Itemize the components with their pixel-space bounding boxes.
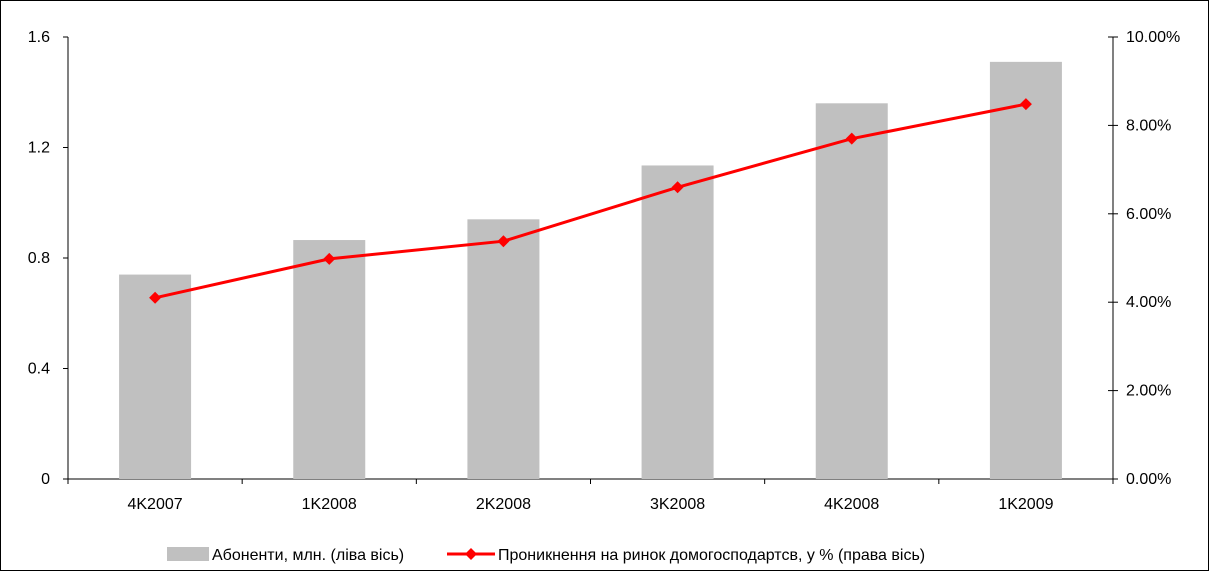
line-point-marker [149,291,162,304]
x-axis-tick-label: 3K2008 [650,496,705,513]
legend: Абоненти, млн. (ліва вісь) Проникнення н… [167,547,925,564]
line-point-marker [1019,98,1032,111]
x-axis-tick-label: 1K2009 [998,496,1053,513]
line-point-marker [845,132,858,145]
right-axis-tick-label: 2.00% [1126,383,1171,400]
line-point-marker [671,181,684,194]
bar [815,103,888,480]
left-y-axis: 0 0.4 0.8 1.2 1.6 [28,29,69,488]
left-axis-tick-label: 0.4 [28,361,50,378]
bar [989,61,1062,480]
line-series [149,98,1032,304]
right-y-axis: 0.00% 2.00% 4.00% 6.00% 8.00% 10.00% [1108,29,1180,488]
left-axis-tick-label: 0.8 [28,250,50,267]
line-point-marker [323,252,336,265]
x-axis-tick-label: 2K2008 [476,496,531,513]
x-axis-tick-label: 4K2008 [824,496,879,513]
right-axis-tick-label: 4.00% [1126,294,1171,311]
bar [467,219,540,479]
legend-bar-swatch [167,547,209,561]
right-axis-tick-label: 6.00% [1126,206,1171,223]
line-point-marker [497,235,510,248]
x-axis: 4K2007 1K2008 2K2008 3K2008 4K2008 1K2009 [67,478,1114,513]
right-axis-tick-label: 0.00% [1126,471,1171,488]
left-axis-tick-label: 0 [41,471,50,488]
left-axis-tick-label: 1.2 [28,140,50,157]
bar-series [119,61,1062,480]
series-line [154,102,1027,300]
right-axis-tick-label: 10.00% [1126,29,1180,46]
bar [641,165,714,480]
right-axis-tick-label: 8.00% [1126,117,1171,134]
legend-bar-label: Абоненти, млн. (ліва вісь) [212,547,404,564]
bar [293,240,366,479]
left-axis-tick-label: 1.6 [28,29,50,46]
legend-line-marker [465,548,477,560]
x-axis-tick-label: 1K2008 [302,496,357,513]
x-axis-tick-label: 4K2007 [127,496,182,513]
legend-line-label: Проникнення на ринок домогосподартсв, у … [498,547,925,564]
bar [119,274,192,479]
